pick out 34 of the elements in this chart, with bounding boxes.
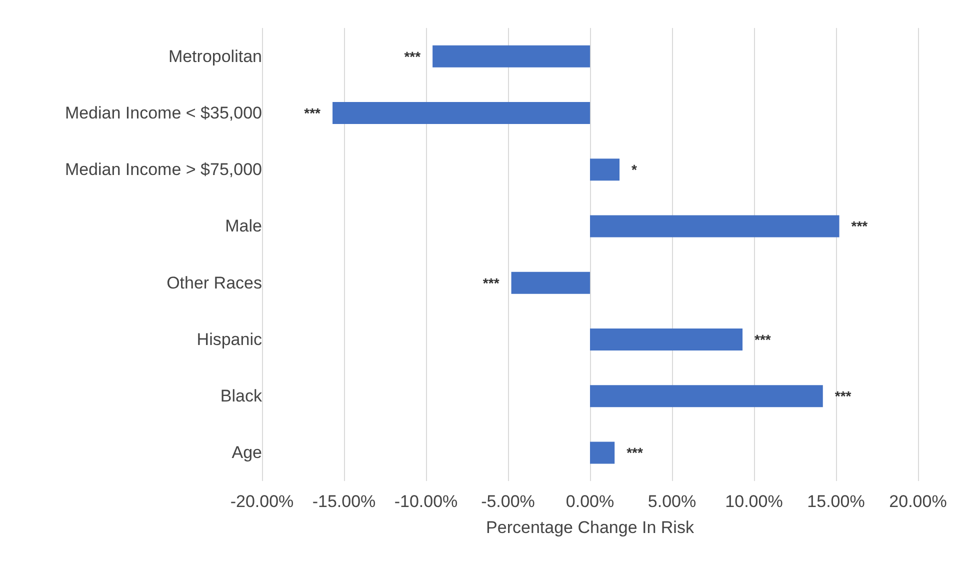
annotation: *** — [626, 444, 644, 461]
bar — [590, 442, 615, 464]
x-tick-label: 0.00% — [566, 492, 614, 511]
annotation: *** — [404, 48, 422, 64]
annotation: * — [632, 162, 638, 178]
y-tick-label: Male — [225, 216, 262, 236]
bar — [590, 328, 743, 350]
y-tick-label: Age — [232, 443, 262, 462]
bar — [332, 102, 590, 124]
y-tick-label: Median Income < $35,000 — [64, 103, 262, 122]
bar — [590, 215, 840, 238]
annotation: *** — [482, 274, 500, 291]
y-tick-label: Hispanic — [196, 330, 262, 349]
bar — [432, 45, 590, 68]
x-tick-label: 10.00% — [725, 492, 783, 511]
bar — [590, 158, 620, 181]
x-tick-label: -10.00% — [394, 492, 458, 511]
x-tick-label: -20.00% — [230, 492, 294, 511]
bar — [590, 385, 823, 408]
x-tick-label: -5.00% — [481, 492, 535, 511]
y-tick-label: Other Races — [166, 273, 262, 292]
bar — [511, 272, 590, 294]
x-axis-title: Percentage Change In Risk — [486, 518, 694, 537]
annotation: *** — [851, 218, 868, 234]
y-tick-label: Median Income > $75,000 — [64, 160, 262, 180]
x-tick-label: -15.00% — [312, 492, 376, 511]
x-tick-label: 20.00% — [889, 492, 947, 511]
annotation: *** — [754, 331, 772, 348]
y-tick-label: Metropolitan — [168, 46, 262, 66]
x-tick-label: 15.00% — [807, 492, 865, 511]
x-tick-label: 5.00% — [648, 492, 696, 511]
annotation: *** — [304, 104, 322, 121]
y-tick-label: Black — [220, 386, 262, 406]
annotation: *** — [834, 388, 852, 404]
